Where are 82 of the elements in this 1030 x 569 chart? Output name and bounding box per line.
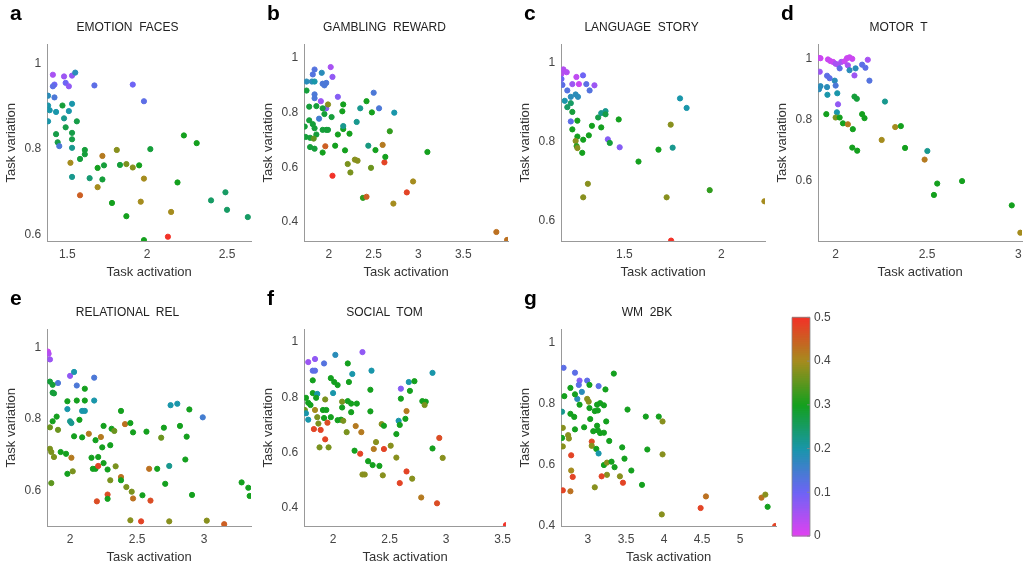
x-tick-label: 2.5: [918, 246, 936, 261]
y-tick-label: 1: [548, 335, 556, 350]
chart-title: WM 2BK: [621, 304, 673, 319]
y-tick-label: 0.4: [281, 214, 299, 229]
y-axis-title: Task variation: [774, 102, 790, 183]
y-tick-label: 0.4: [281, 500, 299, 515]
y-tick-label: 0.6: [24, 482, 42, 497]
y-tick-label: 0.6: [538, 213, 556, 228]
text: d: [781, 1, 794, 25]
x-tick-label: 3: [200, 531, 208, 546]
y-tick-label: 0.8: [538, 134, 556, 149]
x-tick-label: 3.5: [494, 531, 512, 546]
x-tick-label: 2: [832, 246, 840, 261]
y-tick-label: 0.6: [24, 226, 42, 241]
x-tick-label: 4.5: [693, 531, 711, 546]
color-bar-label: 0.2: [814, 440, 832, 455]
y-tick-label: 0.6: [281, 444, 299, 459]
x-tick-label: 4: [660, 531, 668, 546]
text: f: [267, 286, 275, 310]
text: a: [10, 1, 22, 25]
y-tick-label: 1: [805, 50, 813, 65]
x-tick-label: 2.5: [381, 531, 399, 546]
text: g: [524, 286, 537, 310]
x-tick-label: 2.5: [128, 531, 146, 546]
x-tick-label: 2: [325, 246, 333, 261]
color-bar-label: 0.1: [814, 484, 832, 499]
x-tick-label: 3: [584, 531, 592, 546]
x-tick-label: 3.5: [454, 246, 472, 261]
x-axis-title: Task activation: [626, 548, 712, 564]
y-tick-label: 0.4: [538, 518, 556, 533]
x-tick-label: 2: [718, 246, 725, 261]
x-tick-label: 5: [736, 531, 744, 546]
y-tick-label: 0.8: [281, 389, 299, 404]
chart-title: MOTOR T: [869, 19, 929, 34]
x-axis-title: Task activation: [363, 263, 449, 279]
y-tick-label: 0.8: [795, 111, 813, 126]
y-axis-title: Task variation: [3, 387, 19, 468]
y-tick-label: 1: [291, 334, 299, 349]
color-bar-label: 0: [814, 528, 821, 543]
color-bar-label: 0.3: [814, 397, 832, 412]
y-tick-label: 0.8: [24, 411, 42, 426]
color-bar-label: 0.5: [814, 309, 832, 324]
y-tick-label: 0.8: [281, 104, 299, 119]
y-tick-label: 1: [291, 50, 299, 65]
text: b: [267, 1, 280, 25]
color-bar-label: 0.4: [814, 353, 832, 368]
y-axis-title: Task variation: [517, 102, 533, 183]
y-tick-label: 0.8: [538, 396, 556, 411]
chart-title: SOCIAL TOM: [346, 304, 423, 319]
x-tick-label: 2: [143, 246, 151, 261]
chart-title: RELATIONAL REL: [75, 304, 180, 319]
y-axis-title: Task variation: [517, 387, 533, 468]
x-axis-title: Task activation: [877, 263, 963, 279]
y-tick-label: 0.6: [538, 457, 556, 472]
x-tick-label: 2: [329, 531, 337, 546]
text: e: [10, 286, 22, 310]
x-tick-label: 2.5: [218, 246, 236, 261]
chart-title: EMOTION FACES: [76, 19, 179, 34]
chart-title: GAMBLING REWARD: [323, 19, 447, 34]
y-tick-label: 0.8: [24, 141, 42, 156]
y-tick-label: 1: [548, 54, 556, 69]
x-tick-label: 2.5: [365, 246, 383, 261]
x-axis-title: Task activation: [620, 263, 706, 279]
x-tick-label: 3: [1015, 246, 1022, 261]
x-tick-label: 3: [442, 531, 450, 546]
x-axis-title: Task activation: [362, 548, 448, 564]
y-axis-title: Task variation: [260, 102, 276, 183]
y-tick-label: 0.6: [281, 159, 299, 174]
y-tick-label: 1: [34, 55, 42, 70]
x-tick-label: 3.5: [617, 531, 635, 546]
x-tick-label: 2: [66, 531, 74, 546]
y-tick-label: 1: [34, 339, 42, 354]
x-tick-label: 1.5: [58, 246, 76, 261]
y-axis-title: Task variation: [260, 387, 276, 468]
x-tick-label: 1.5: [615, 246, 633, 261]
y-axis-title: Task variation: [3, 102, 19, 183]
x-axis-title: Task activation: [106, 548, 192, 564]
text: c: [524, 1, 536, 25]
chart-title: LANGUAGE STORY: [584, 19, 699, 34]
x-tick-label: 3: [415, 246, 423, 261]
y-tick-label: 0.6: [795, 173, 813, 188]
x-axis-title: Task activation: [106, 263, 192, 279]
